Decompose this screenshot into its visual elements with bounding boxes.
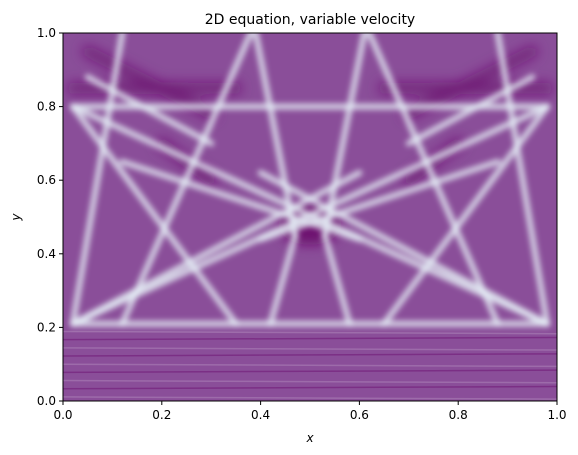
- wavefront-line: [321, 232, 353, 327]
- wavefront-line: [69, 103, 239, 327]
- ripple-line: [63, 385, 557, 390]
- ripple-line: [63, 379, 557, 384]
- x-tick-label: 1.0: [547, 408, 566, 422]
- wavefront-line: [321, 33, 368, 239]
- y-tick-label: 0.2: [37, 320, 56, 334]
- ripple-line: [63, 353, 557, 357]
- wavefront-line: [69, 33, 126, 327]
- dark-band: [402, 45, 539, 120]
- y-tick-label: 1.0: [37, 26, 56, 40]
- wavefront-line: [119, 158, 363, 243]
- wavefront-line: [494, 33, 551, 327]
- heatmap-area: [63, 33, 557, 401]
- ripple-line: [63, 330, 557, 335]
- light-wavefronts: [69, 33, 551, 327]
- x-tick-label: 0.8: [449, 408, 468, 422]
- y-tick-label: 0.0: [37, 394, 56, 408]
- y-axis-label: y: [9, 213, 23, 222]
- y-tick-label: 0.4: [37, 247, 56, 261]
- lower-medium-region: [63, 327, 557, 401]
- y-axis-ticks: 0.0 0.2 0.4 0.6 0.8 1.0: [37, 26, 63, 408]
- lower-medium-ripples: [63, 327, 557, 401]
- x-tick-label: 0.0: [53, 408, 72, 422]
- chart-title: 2D equation, variable velocity: [205, 12, 415, 28]
- wavefront-line: [119, 33, 254, 327]
- ripple-line: [63, 336, 557, 341]
- wavefront-line: [405, 74, 536, 147]
- y-tick-label: 0.8: [37, 100, 56, 114]
- ripple-line: [63, 347, 557, 351]
- wavefront-line: [267, 232, 299, 327]
- dark-band: [81, 45, 218, 120]
- x-tick-label: 0.6: [350, 408, 369, 422]
- ripple-line: [63, 363, 557, 368]
- ripple-line: [63, 396, 557, 400]
- ripple-line: [63, 369, 557, 374]
- x-tick-label: 0.2: [152, 408, 171, 422]
- x-axis-ticks: 0.0 0.2 0.4 0.6 0.8 1.0: [53, 401, 567, 422]
- plot-frame: [62, 32, 558, 402]
- y-tick-label: 0.6: [37, 173, 56, 187]
- x-axis-label: x: [305, 431, 314, 445]
- wavefront-line: [366, 33, 501, 327]
- wavefront-line: [84, 74, 215, 147]
- wavefront-line: [252, 33, 299, 239]
- wavefront-line: [381, 103, 551, 327]
- wavefront-line: [257, 158, 501, 243]
- x-tick-label: 0.4: [251, 408, 270, 422]
- wavefront-line: [69, 103, 551, 327]
